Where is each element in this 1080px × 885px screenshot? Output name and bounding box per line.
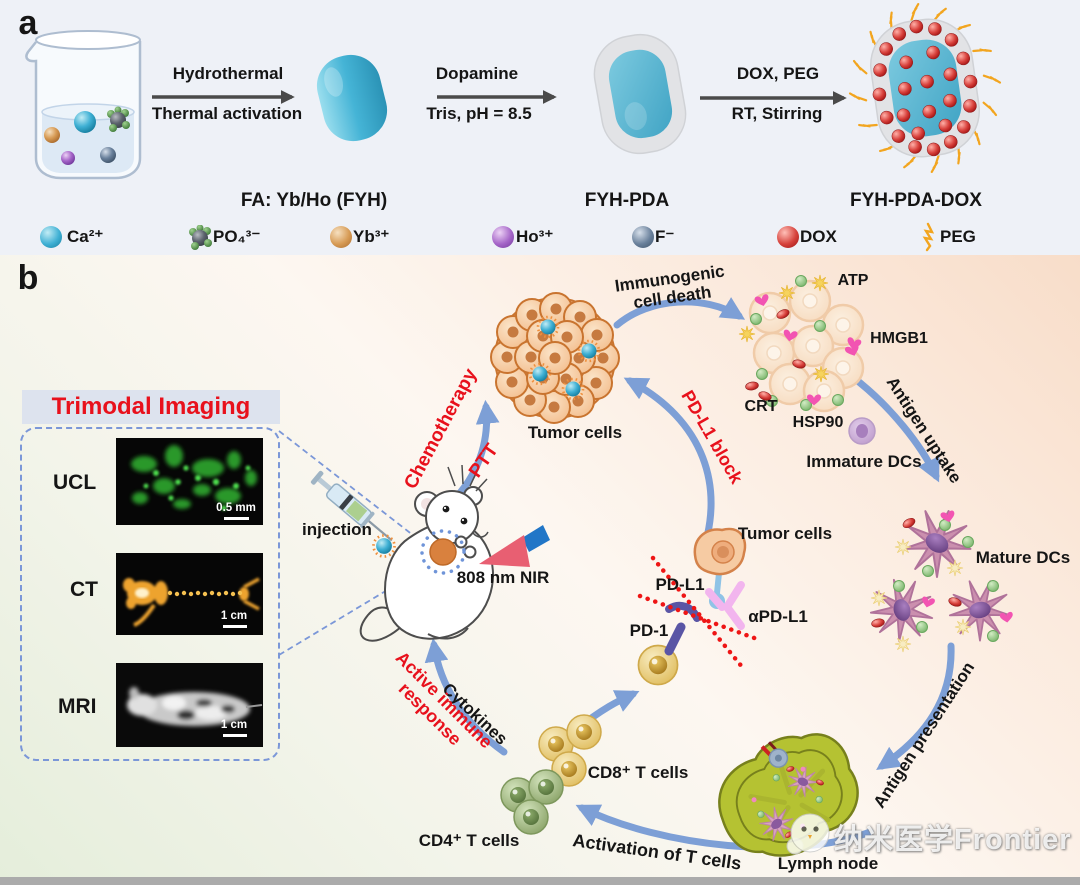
mri-image	[116, 663, 263, 747]
apdl1-antibody	[705, 581, 745, 630]
nir-label: 808 nm NIR	[456, 568, 550, 587]
crt-label: CRT	[744, 398, 778, 415]
step1-condition-bottom: Thermal activation	[151, 104, 303, 123]
block-dotted-lines	[637, 555, 760, 671]
tumor-cells-single-label: Tumor cells	[737, 524, 833, 543]
tumor-cell-single	[693, 527, 747, 576]
yb-ion	[44, 127, 60, 143]
step2-condition-top: Dopamine	[435, 64, 519, 83]
tumor-cell-cluster	[490, 292, 620, 424]
ct-row-label: CT	[70, 578, 98, 601]
f-ion-icon	[632, 226, 654, 248]
mouse-illustration	[359, 464, 494, 642]
dying-tumor-cells	[738, 274, 865, 413]
step3-condition-bottom: RT, Stirring	[731, 104, 823, 123]
step3-condition-top: DOX, PEG	[736, 64, 820, 83]
apdl1-label: αPD-L1	[748, 607, 808, 626]
legend-label: F⁻	[655, 227, 675, 246]
atp-icon	[778, 284, 796, 302]
pd1-label: PD-1	[629, 621, 669, 640]
cd8-label: CD8⁺ T cells	[587, 763, 689, 782]
ca-ion	[74, 111, 96, 133]
trimodal-imaging-panel	[20, 427, 280, 761]
po4-ion-icon	[189, 225, 212, 250]
nir-laser-beam	[479, 535, 530, 567]
ca-ion-icon	[40, 226, 62, 248]
ucl-image	[116, 438, 263, 525]
trimodal-imaging-title: Trimodal Imaging	[51, 393, 251, 420]
f-ion	[100, 147, 116, 163]
tumor-cells-label: Tumor cells	[527, 423, 623, 442]
ucl-scale-label: 0.5 mm	[216, 502, 256, 514]
pd1-pdl1-complex	[637, 527, 760, 686]
peg-icon	[922, 222, 935, 252]
legend-label: PO₄³⁻	[213, 227, 261, 246]
synthesis-graphics	[25, 3, 1002, 180]
injection-label: injection	[302, 520, 372, 539]
arrow-antigen-presentation	[876, 642, 955, 770]
cd4-label: CD4⁺ T cells	[418, 831, 520, 850]
lymph-node-label: Lymph node	[777, 854, 879, 873]
tumor-highlight-ring	[420, 529, 466, 575]
dox-dots	[872, 19, 978, 157]
trimodal-imaging-title-bar: Trimodal Imaging	[22, 390, 280, 424]
ct-image	[116, 553, 263, 635]
ct-scale-label: 1 cm	[220, 610, 248, 622]
panel-a-label: a	[18, 4, 38, 42]
watermark-logo-icon	[786, 813, 830, 855]
fyh-nanorod	[316, 54, 388, 142]
mri-scale-bar	[223, 734, 247, 737]
ucl-scale-bar	[224, 517, 249, 520]
immature-dc	[848, 417, 876, 445]
arrow-antigen-uptake	[855, 378, 940, 483]
hsp90-label: HSP90	[792, 414, 844, 431]
tumor-site	[429, 538, 457, 566]
panel-a-synthesis-scheme: a Hydrothermal Thermal activation Dopami…	[0, 0, 1080, 255]
dox-icon	[777, 226, 799, 248]
ucl-row-label: UCL	[53, 471, 97, 494]
arrow-cytokines	[424, 637, 508, 756]
mri-row-label: MRI	[58, 695, 97, 718]
nir-laser-source	[522, 525, 550, 552]
mechanism-graphics	[116, 274, 1023, 857]
pdl1-ligand	[714, 570, 722, 596]
legend-label: Ca²⁺	[67, 227, 104, 246]
mri-scale-label: 1 cm	[220, 719, 248, 731]
atp-label: ATP	[837, 272, 869, 289]
step2-condition-bottom: Tris, pH = 8.5	[426, 104, 532, 123]
ct-scale-bar	[223, 625, 247, 628]
mature-dcs-label: Mature DCs	[975, 548, 1071, 567]
legend-label: Yb³⁺	[353, 227, 390, 246]
fyh-pda-particle	[593, 33, 687, 155]
product2-label: FYH-PDA	[584, 190, 670, 211]
arrow-icd	[613, 297, 746, 329]
product1-label: FA: Yb/Ho (FYH)	[240, 190, 388, 211]
panel-b-label: b	[17, 259, 39, 297]
bottom-divider-bar	[0, 877, 1080, 885]
legend-label: Ho³⁺	[516, 227, 554, 246]
ho-ion-icon	[492, 226, 514, 248]
fyh-pda-dox-particle	[848, 3, 1002, 173]
beaker-illustration	[25, 30, 142, 180]
legend-label: DOX	[800, 227, 837, 246]
arrow-activation	[575, 804, 874, 851]
mature-dcs	[858, 503, 1023, 655]
cd4-t-cells	[500, 769, 564, 835]
injected-nanoparticle-icon	[372, 534, 396, 558]
yb-ion-icon	[330, 226, 352, 248]
panel-b-mechanism-scheme: Trimodal Imaging b UCL CT MRI 0.5 mm 1 c…	[0, 255, 1080, 877]
hmgb1-label: HMGB1	[870, 330, 928, 347]
immature-dcs-label: Immature DCs	[806, 452, 922, 471]
legend-label: PEG	[940, 227, 976, 246]
product3-label: FYH-PDA-DOX	[850, 190, 982, 211]
vessel-icon	[760, 741, 789, 768]
step1-condition-top: Hydrothermal	[172, 64, 284, 83]
pd1-receptor	[664, 622, 686, 656]
syringe-icon	[310, 470, 393, 542]
pdl1-label: PD-L1	[655, 575, 705, 594]
ho-ion	[61, 151, 75, 165]
watermark-text: 纳米医学Frontier	[834, 824, 1072, 856]
